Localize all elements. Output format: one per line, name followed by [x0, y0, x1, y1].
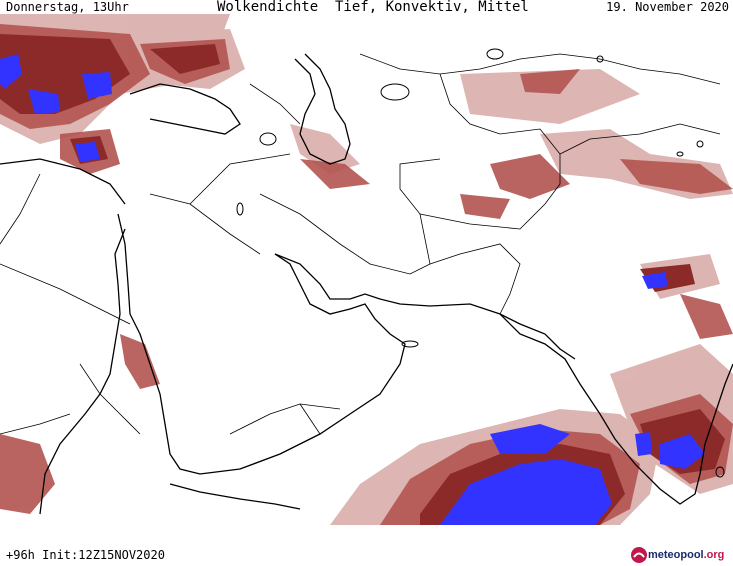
- lakes: [236, 48, 725, 478]
- meteopool-logo-text: meteopool.org: [648, 549, 725, 561]
- map-title: Wolkendichte Tief, Konvektiv, Mittel: [217, 0, 529, 15]
- forecast-init-label: +96h Init:12Z15NOV2020: [6, 548, 165, 562]
- borders: [0, 53, 721, 435]
- meteopool-logo[interactable]: meteopool.org: [630, 546, 724, 564]
- forecast-day-label: Donnerstag, 13Uhr: [6, 0, 129, 14]
- coastlines: [0, 53, 733, 515]
- forecast-date-label: 19. November 2020: [606, 0, 729, 14]
- meteopool-logo-icon: [631, 547, 647, 563]
- cloud-layer-very-dense: [0, 54, 705, 525]
- cloud-density-map: [0, 14, 733, 525]
